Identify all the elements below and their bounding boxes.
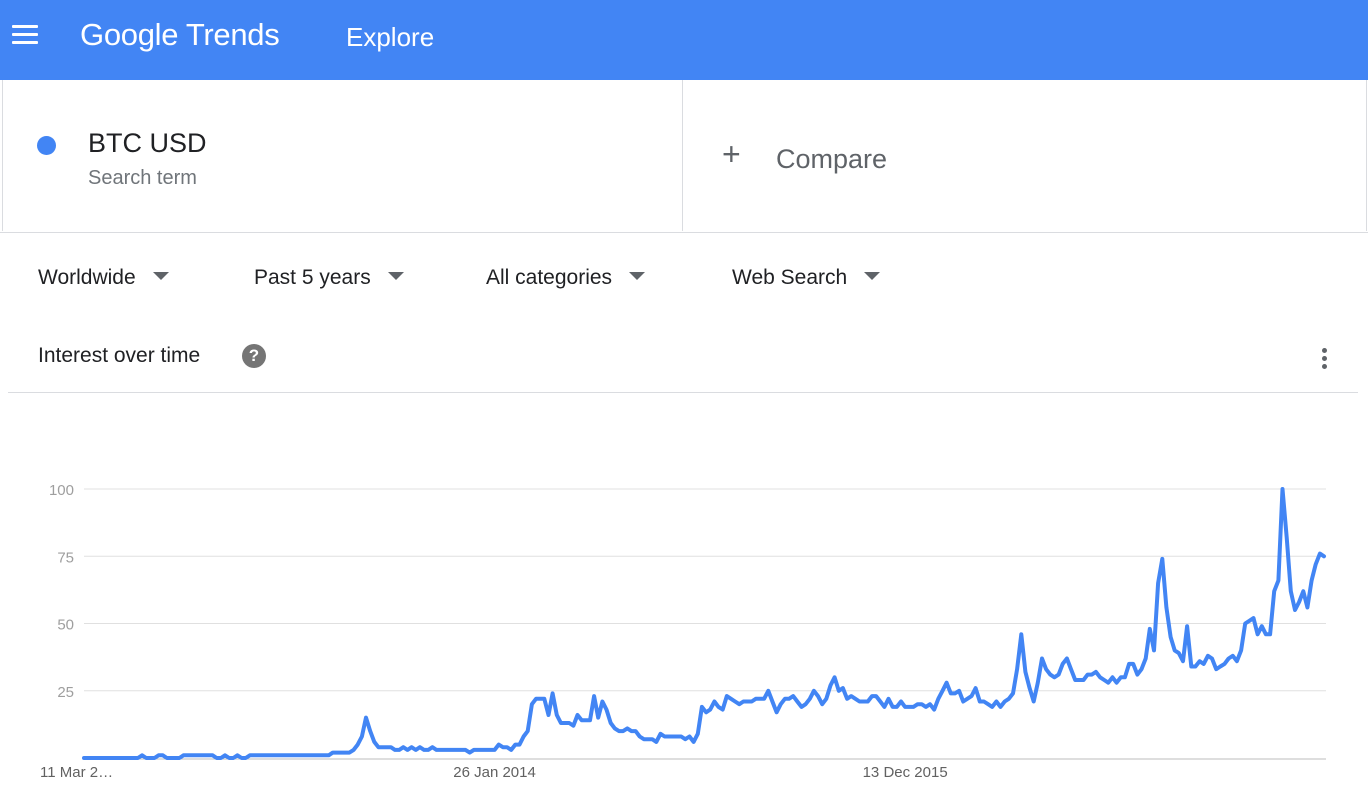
compare-label: Compare xyxy=(776,144,888,174)
y-tick-label: 75 xyxy=(57,549,74,566)
google-trends-logo[interactable]: Google Trends xyxy=(80,17,280,52)
more-options-icon[interactable] xyxy=(1312,344,1336,374)
section-divider xyxy=(8,392,1358,393)
time-range-label: Past 5 years xyxy=(254,266,371,289)
hamburger-menu-icon[interactable] xyxy=(10,22,40,52)
series-line[interactable] xyxy=(82,487,1326,760)
page-title: Explore xyxy=(346,22,435,52)
interest-over-time-chart[interactable]: 100 75 50 25 11 Mar 2… 26 Jan 2014 13 Dec 2015 xyxy=(0,460,1368,790)
series-color-dot xyxy=(37,136,56,155)
x-tick-label: 26 Jan 2014 xyxy=(453,764,536,781)
time-range-dropdown[interactable]: Past 5 years xyxy=(254,266,404,290)
search-type-label: Web Search xyxy=(732,266,848,289)
search-term-type: Search term xyxy=(88,167,197,189)
category-dropdown[interactable]: All categories xyxy=(486,266,646,290)
caret-down-icon xyxy=(864,272,881,281)
y-tick-label: 100 xyxy=(49,482,74,499)
app-header: Google Trends Explore xyxy=(0,0,1368,80)
search-term-card[interactable]: BTC USD Search term xyxy=(2,80,683,231)
search-type-dropdown[interactable]: Web Search xyxy=(732,266,881,290)
y-tick-label: 50 xyxy=(57,617,74,634)
caret-down-icon xyxy=(152,272,169,281)
compare-button[interactable]: + Compare xyxy=(684,80,1367,231)
plus-icon: + xyxy=(722,136,741,172)
search-terms-row: BTC USD Search term + Compare xyxy=(0,80,1368,233)
region-label: Worldwide xyxy=(38,266,136,289)
help-icon[interactable]: ? xyxy=(242,344,266,368)
caret-down-icon xyxy=(387,272,404,281)
x-tick-label: 11 Mar 2… xyxy=(40,764,113,781)
region-dropdown[interactable]: Worldwide xyxy=(38,266,169,290)
caret-down-icon xyxy=(629,272,646,281)
interest-over-time-title: Interest over time xyxy=(38,344,201,367)
y-tick-label: 25 xyxy=(57,684,74,701)
x-tick-label: 13 Dec 2015 xyxy=(863,764,948,781)
search-term-label[interactable]: BTC USD xyxy=(88,128,207,158)
category-label: All categories xyxy=(486,266,613,289)
